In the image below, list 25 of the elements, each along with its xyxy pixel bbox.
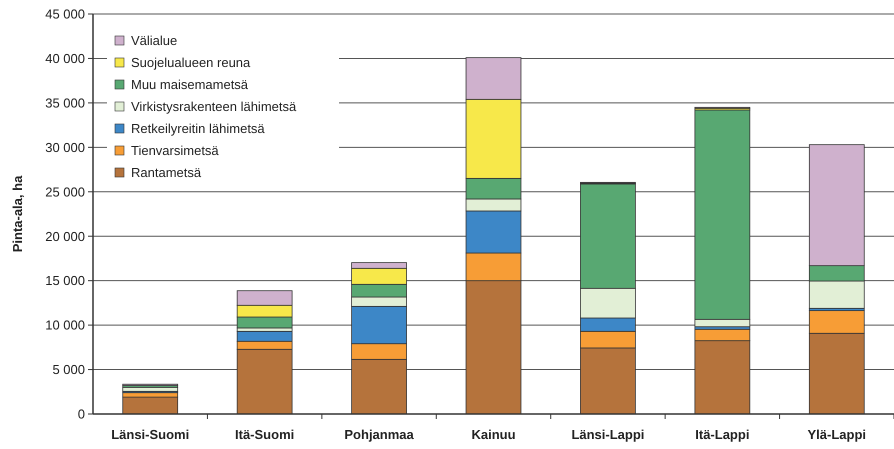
y-tick-label: 10 000 (45, 318, 85, 333)
legend-label: Rantametsä (131, 165, 202, 180)
y-tick-label: 15 000 (45, 273, 85, 288)
y-tick-label: 40 000 (45, 50, 85, 66)
legend-label: Virkistysrakenteen lähimetsä (131, 99, 297, 114)
legend-label: Retkeilyreitin lähimetsä (131, 121, 266, 136)
y-tick-label: 45 000 (45, 6, 85, 22)
y-tick-label: 35 000 (45, 95, 85, 110)
y-tick-label: 0 (78, 406, 85, 422)
y-tick-label: 30 000 (45, 140, 85, 155)
y-tick-label: 5 000 (52, 362, 85, 378)
y-axis-title: Pinta-ala, ha (10, 174, 25, 252)
y-tick-label: 20 000 (45, 228, 85, 244)
x-tick-label: Länsi-Suomi (111, 427, 190, 442)
x-tick-label: Kainuu (471, 427, 516, 442)
x-tick-label: Itä-Suomi (235, 427, 294, 442)
x-tick-label: Itä-Lappi (695, 427, 750, 442)
legend-label: Tienvarsimetsä (131, 143, 220, 158)
legend-label: Välialue (131, 33, 178, 48)
legend-label: Muu maisemametsä (131, 77, 249, 92)
x-tick-label: Länsi-Lappi (571, 427, 644, 442)
x-tick-label: Ylä-Lappi (808, 427, 866, 442)
x-tick-label: Pohjanmaa (344, 427, 415, 442)
legend-label: Suojelualueen reuna (131, 55, 252, 70)
y-tick-label: 25 000 (45, 184, 85, 200)
